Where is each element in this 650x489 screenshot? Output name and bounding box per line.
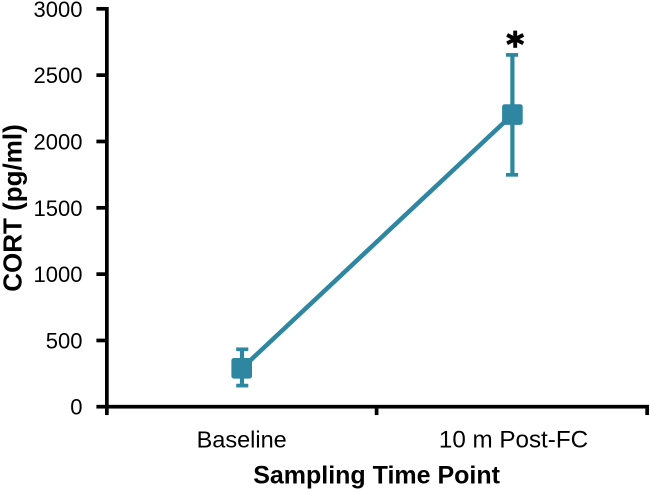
svg-text:Sampling Time Point: Sampling Time Point <box>253 461 500 489</box>
svg-text:0: 0 <box>70 395 82 420</box>
svg-text:2000: 2000 <box>34 130 83 155</box>
svg-text:3000: 3000 <box>34 0 83 22</box>
svg-text:2500: 2500 <box>34 63 83 88</box>
svg-text:CORT (pg/ml): CORT (pg/ml) <box>0 124 28 292</box>
svg-text:Baseline: Baseline <box>197 426 287 452</box>
svg-text:1500: 1500 <box>34 196 83 221</box>
svg-text:10 m Post-FC: 10 m Post-FC <box>439 426 588 453</box>
svg-text:1000: 1000 <box>34 262 83 287</box>
svg-text:500: 500 <box>46 328 83 353</box>
